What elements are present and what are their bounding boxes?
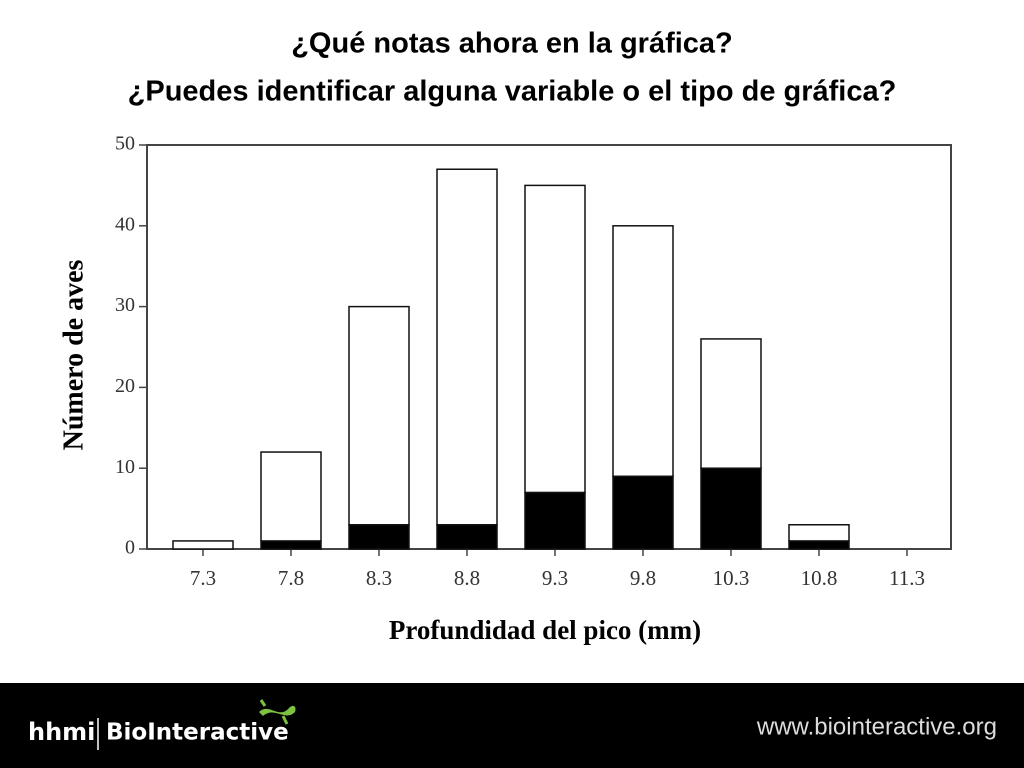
logo-biointeractive: BioInteractive: [106, 720, 289, 746]
x-tick-label: 10.3: [713, 566, 750, 590]
x-axis-label: Profundidad del pico (mm): [389, 615, 701, 645]
bar-segment: [612, 225, 674, 478]
bar-segment: [612, 475, 674, 550]
bar-segment: [436, 524, 498, 550]
y-tick-label: 0: [125, 537, 135, 559]
x-tick-label: 7.8: [278, 566, 304, 590]
bar-segment: [348, 524, 410, 550]
lizard-icon: [259, 699, 296, 725]
bar-segment: [788, 524, 850, 542]
y-tick-label: 20: [115, 375, 135, 397]
x-tick-label: 8.3: [366, 566, 392, 590]
title-line: ¿Puedes identificar alguna variable o el…: [128, 76, 897, 108]
bar-segment: [260, 540, 322, 550]
bar-segment: [700, 338, 762, 469]
footer-url: www.biointeractive.org: [756, 713, 997, 740]
bar-segment: [524, 491, 586, 550]
bar-segment: [348, 305, 410, 526]
bar-segment: [260, 451, 322, 542]
y-tick-label: 10: [115, 456, 135, 478]
bar-segment: [700, 467, 762, 550]
bar-segment: [524, 184, 586, 494]
footer-bar: [0, 683, 1024, 768]
bar-segment: [172, 540, 234, 550]
title-line: ¿Qué notas ahora en la gráfica?: [291, 28, 733, 60]
bar-segment: [436, 168, 498, 526]
x-tick-label: 11.3: [889, 566, 925, 590]
x-tick-label: 8.8: [454, 566, 480, 590]
logo-hhmi: hhmi: [28, 718, 95, 746]
bar-segment: [788, 540, 850, 550]
y-tick-label: 40: [115, 213, 135, 235]
y-tick-label: 50: [115, 133, 135, 155]
x-tick-label: 9.8: [630, 566, 656, 590]
x-tick-label: 9.3: [542, 566, 568, 590]
y-tick-label: 30: [115, 294, 135, 316]
x-tick-label: 10.8: [801, 566, 838, 590]
x-tick-label: 7.3: [190, 566, 216, 590]
y-axis-label: Número de aves: [58, 260, 89, 451]
